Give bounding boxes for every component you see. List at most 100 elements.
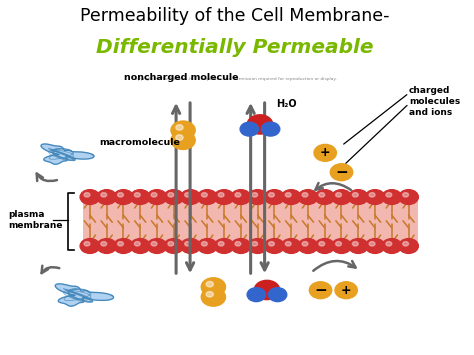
Circle shape bbox=[151, 193, 157, 197]
Circle shape bbox=[315, 190, 335, 204]
Circle shape bbox=[130, 190, 150, 204]
Circle shape bbox=[80, 239, 100, 253]
Circle shape bbox=[118, 193, 123, 197]
Circle shape bbox=[201, 241, 207, 246]
Circle shape bbox=[201, 193, 207, 197]
Circle shape bbox=[348, 239, 368, 253]
Circle shape bbox=[171, 131, 195, 149]
Circle shape bbox=[298, 190, 318, 204]
Circle shape bbox=[315, 239, 335, 253]
Circle shape bbox=[198, 239, 217, 253]
Circle shape bbox=[335, 282, 357, 299]
Circle shape bbox=[147, 239, 167, 253]
Circle shape bbox=[285, 241, 291, 246]
Bar bbox=[83, 193, 419, 250]
Text: Permeability of the Cell Membrane-: Permeability of the Cell Membrane- bbox=[80, 7, 389, 24]
Circle shape bbox=[285, 193, 291, 197]
Circle shape bbox=[164, 190, 183, 204]
Circle shape bbox=[269, 241, 274, 246]
Circle shape bbox=[268, 288, 287, 302]
Circle shape bbox=[264, 239, 284, 253]
Text: noncharged molecule: noncharged molecule bbox=[124, 73, 238, 82]
Circle shape bbox=[302, 193, 308, 197]
Circle shape bbox=[218, 193, 224, 197]
Circle shape bbox=[185, 241, 191, 246]
Circle shape bbox=[231, 239, 251, 253]
Circle shape bbox=[206, 291, 213, 297]
Circle shape bbox=[235, 241, 241, 246]
Circle shape bbox=[399, 239, 419, 253]
Circle shape bbox=[319, 193, 325, 197]
Circle shape bbox=[264, 190, 284, 204]
Circle shape bbox=[310, 282, 332, 299]
Circle shape bbox=[352, 193, 358, 197]
Circle shape bbox=[330, 164, 353, 181]
Text: +: + bbox=[341, 284, 351, 297]
Circle shape bbox=[218, 241, 224, 246]
Circle shape bbox=[97, 239, 117, 253]
Circle shape bbox=[181, 239, 201, 253]
Circle shape bbox=[84, 241, 90, 246]
Circle shape bbox=[302, 241, 308, 246]
Circle shape bbox=[348, 190, 368, 204]
Circle shape bbox=[386, 193, 392, 197]
Circle shape bbox=[261, 122, 280, 136]
Circle shape bbox=[171, 121, 195, 140]
Circle shape bbox=[247, 288, 265, 302]
Circle shape bbox=[185, 193, 191, 197]
Circle shape bbox=[252, 193, 258, 197]
Circle shape bbox=[240, 122, 258, 136]
Text: plasma
membrane: plasma membrane bbox=[9, 210, 63, 230]
Polygon shape bbox=[41, 144, 94, 164]
Circle shape bbox=[114, 190, 133, 204]
Circle shape bbox=[382, 190, 401, 204]
Text: macromolecule: macromolecule bbox=[99, 138, 180, 147]
Circle shape bbox=[248, 239, 267, 253]
Text: Differentially Permeable: Differentially Permeable bbox=[96, 38, 373, 58]
Circle shape bbox=[168, 193, 174, 197]
Circle shape bbox=[235, 193, 241, 197]
Circle shape bbox=[101, 241, 107, 246]
Circle shape bbox=[97, 190, 117, 204]
Circle shape bbox=[201, 288, 226, 306]
Circle shape bbox=[231, 190, 251, 204]
Circle shape bbox=[282, 190, 301, 204]
Circle shape bbox=[151, 241, 157, 246]
Circle shape bbox=[84, 193, 90, 197]
Circle shape bbox=[134, 241, 140, 246]
Circle shape bbox=[248, 190, 267, 204]
Circle shape bbox=[369, 241, 375, 246]
Circle shape bbox=[254, 280, 280, 300]
Circle shape bbox=[365, 190, 385, 204]
Circle shape bbox=[176, 125, 183, 130]
Circle shape bbox=[114, 239, 133, 253]
Circle shape bbox=[336, 241, 341, 246]
Circle shape bbox=[386, 241, 392, 246]
Circle shape bbox=[118, 241, 123, 246]
Polygon shape bbox=[55, 284, 114, 306]
Circle shape bbox=[214, 239, 234, 253]
Circle shape bbox=[403, 241, 409, 246]
Text: −: − bbox=[335, 165, 348, 180]
Text: H₂O: H₂O bbox=[276, 99, 297, 109]
Circle shape bbox=[164, 239, 183, 253]
Circle shape bbox=[332, 190, 351, 204]
Circle shape bbox=[168, 241, 174, 246]
Circle shape bbox=[365, 239, 385, 253]
Circle shape bbox=[369, 193, 375, 197]
Circle shape bbox=[247, 115, 273, 134]
Circle shape bbox=[336, 193, 341, 197]
Circle shape bbox=[382, 239, 401, 253]
Circle shape bbox=[134, 193, 140, 197]
Circle shape bbox=[298, 239, 318, 253]
Text: charged
molecules
and ions: charged molecules and ions bbox=[409, 86, 460, 117]
Text: +: + bbox=[320, 146, 330, 159]
Circle shape bbox=[206, 282, 213, 287]
Circle shape bbox=[147, 190, 167, 204]
Circle shape bbox=[332, 239, 351, 253]
Circle shape bbox=[198, 190, 217, 204]
Text: −: − bbox=[314, 283, 327, 298]
Circle shape bbox=[181, 190, 201, 204]
Circle shape bbox=[201, 278, 226, 296]
Circle shape bbox=[399, 190, 419, 204]
